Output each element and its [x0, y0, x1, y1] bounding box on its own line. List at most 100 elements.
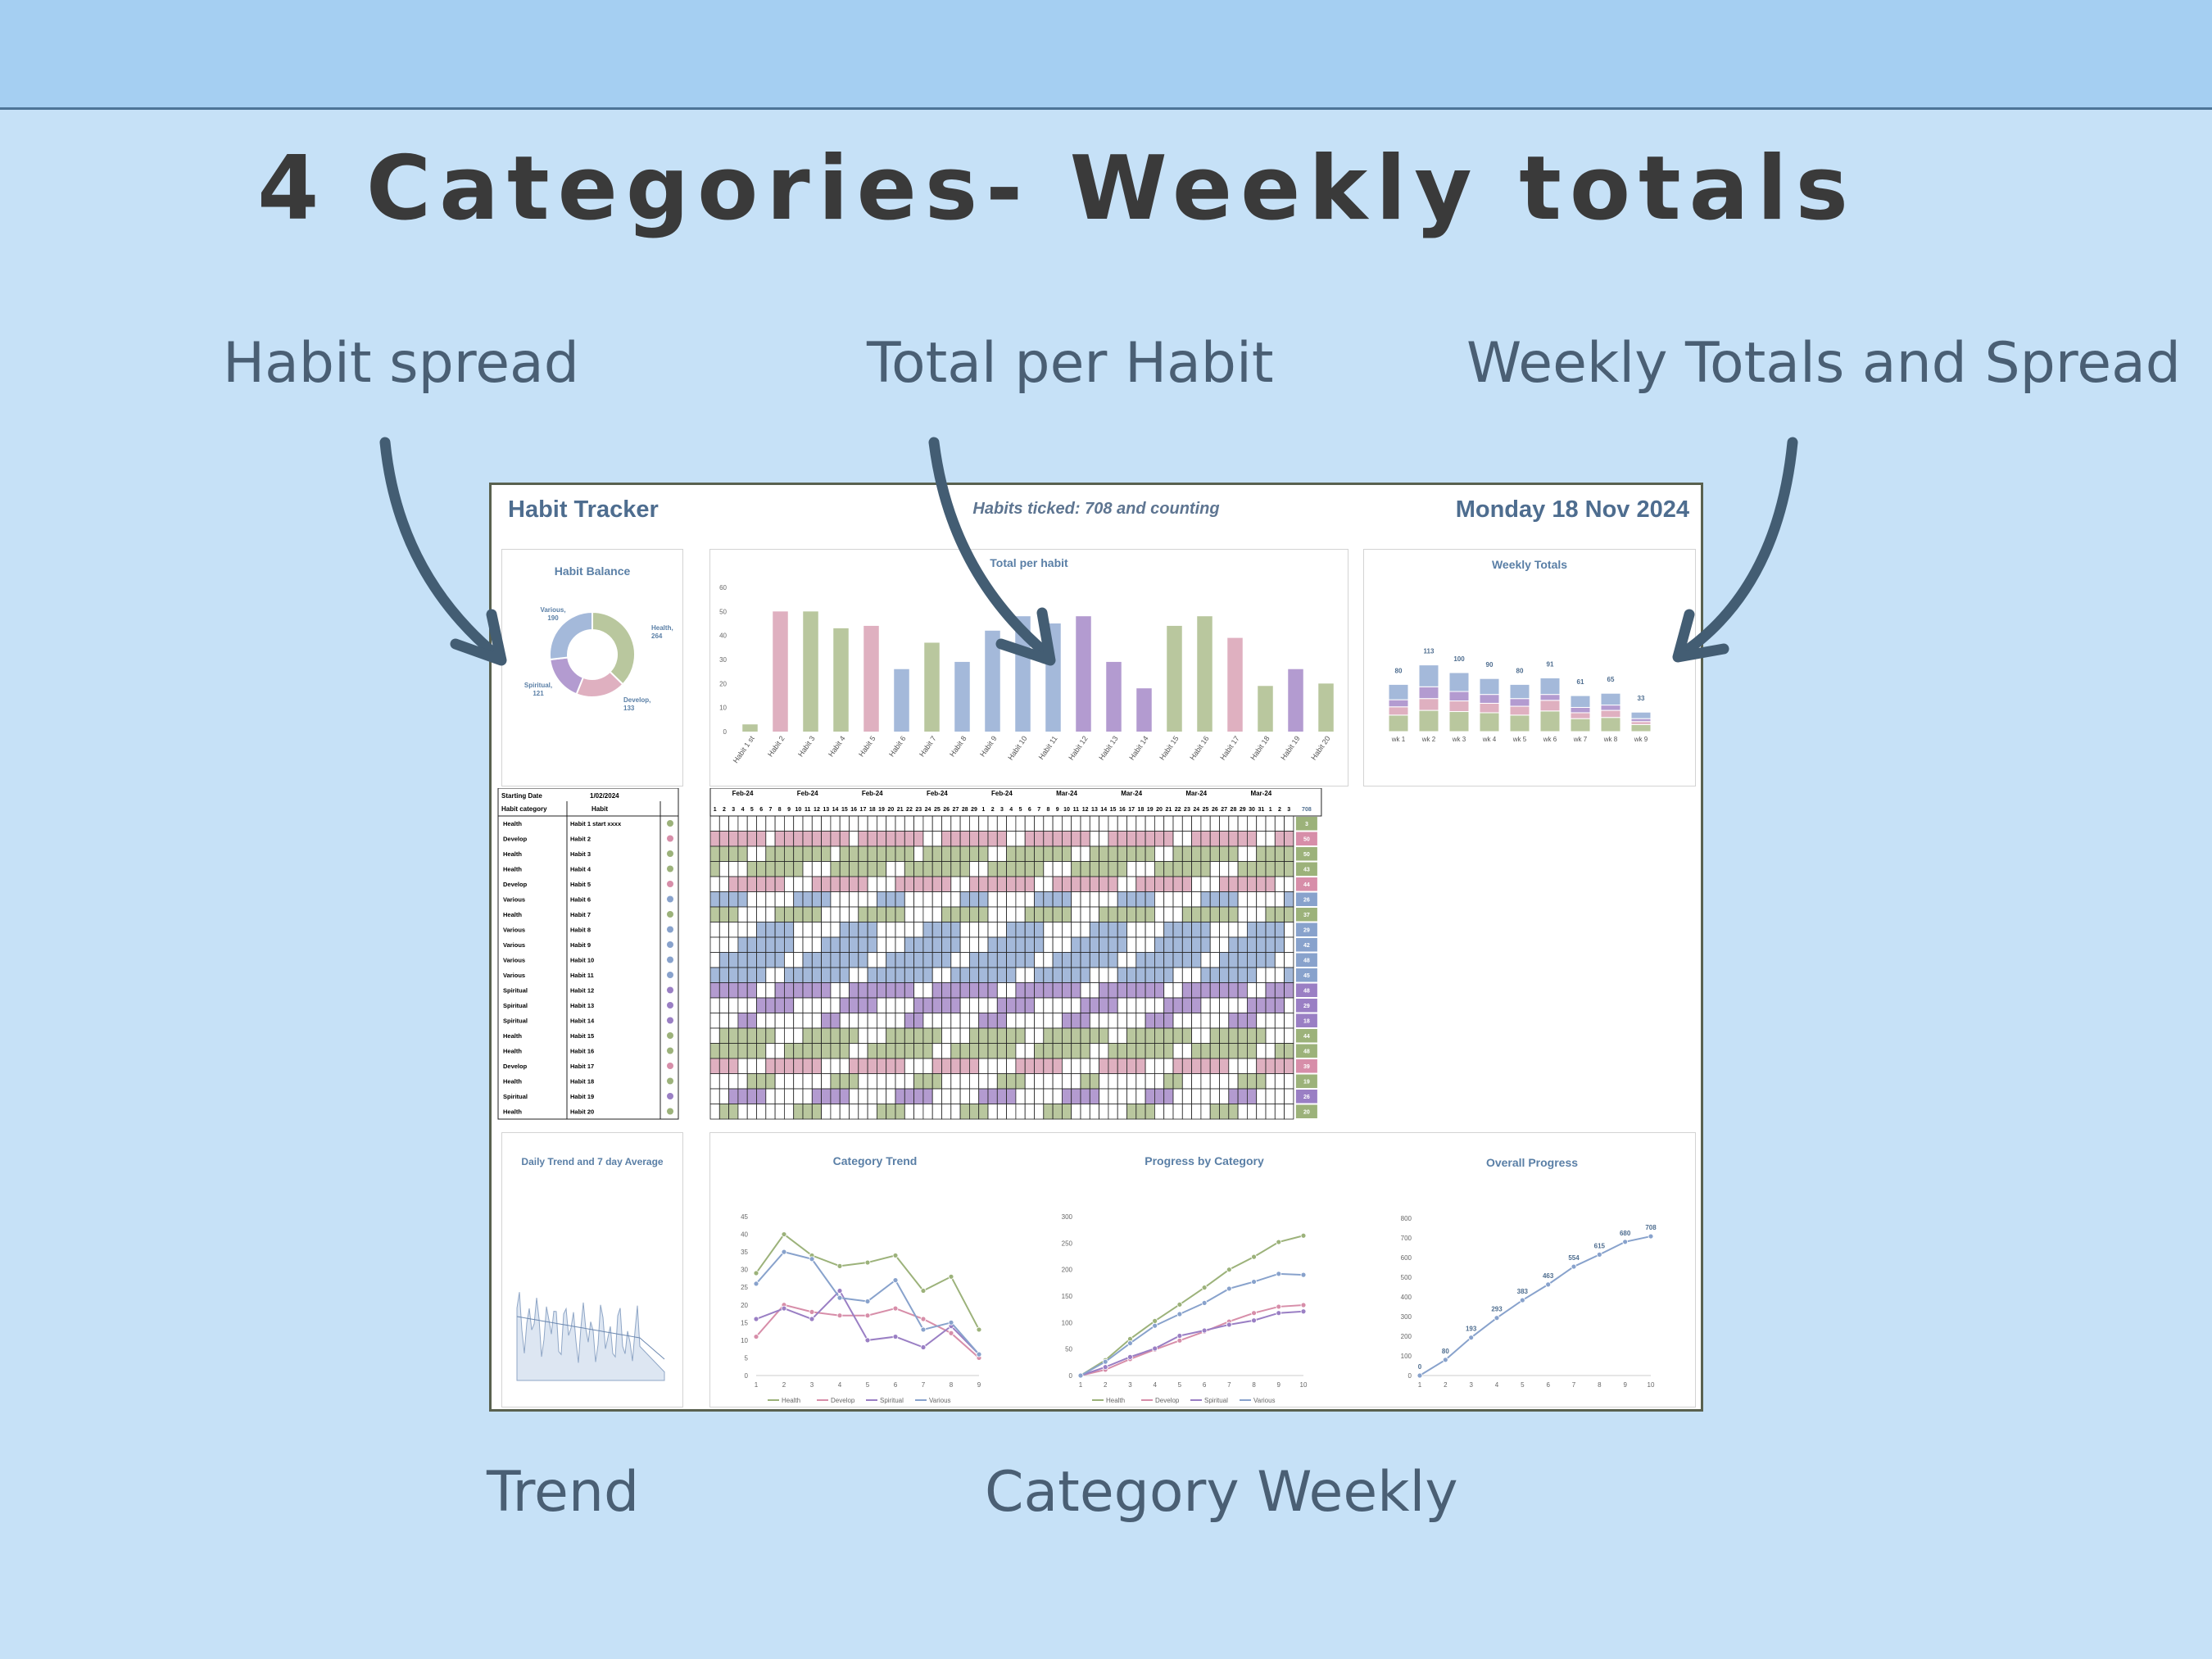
x-tick-label: 4 [838, 1381, 842, 1389]
weekly-x-label: wk 8 [1603, 736, 1618, 743]
series-line [1080, 1235, 1304, 1376]
month-label: Feb-24 [797, 790, 818, 797]
y-tick-label: 60 [719, 584, 727, 592]
habit-bar [773, 611, 788, 732]
habit-category-cell: Develop [503, 881, 528, 888]
day-number: 16 [850, 807, 857, 813]
headline: 4 Categories- Weekly totals [257, 138, 1856, 240]
habit-bar [742, 724, 758, 732]
series-point [1127, 1353, 1133, 1360]
habit-category-dot [667, 1002, 673, 1009]
habit-name-cell: Habit 17 [570, 1063, 594, 1070]
x-tick-label: 3 [1128, 1381, 1132, 1389]
habit-name-cell: Habit 16 [570, 1048, 594, 1055]
habit-total-label: 19 [1303, 1080, 1310, 1086]
habit-category-cell: Health [503, 1078, 522, 1086]
donut-label-line: 190 [547, 614, 559, 622]
habits-ticked-text: Habits ticked: 708 and counting [972, 500, 1220, 518]
day-number: 31 [1258, 807, 1264, 813]
habit-category-cell: Health [503, 1032, 522, 1040]
habit-name-cell: Habit 13 [570, 1002, 594, 1009]
x-tick-label: 3 [810, 1381, 814, 1389]
weekly-bar-segment [1539, 710, 1561, 732]
series-point [1442, 1357, 1448, 1363]
y-tick-label: 15 [741, 1319, 748, 1326]
habit-category-cell: Health [503, 1108, 522, 1116]
y-tick-label: 10 [719, 705, 727, 712]
caption-trend: Trend [487, 1460, 640, 1525]
day-number: 5 [1019, 807, 1022, 813]
point-label: 554 [1568, 1254, 1580, 1262]
series-point [1494, 1315, 1500, 1321]
weekly-bar-segment [1570, 695, 1591, 708]
y-tick-label: 500 [1401, 1274, 1412, 1281]
habit-category-dot [667, 972, 673, 978]
habit-bar [924, 642, 940, 732]
habit-total-cell [1295, 908, 1317, 922]
y-tick-label: 50 [719, 608, 727, 615]
x-tick-label: 1 [1418, 1381, 1422, 1389]
day-number: 3 [1287, 807, 1290, 813]
day-number: 19 [1147, 807, 1154, 813]
series-point [753, 1334, 759, 1339]
day-number: 20 [1156, 807, 1163, 813]
habit-bar [863, 625, 879, 732]
habit-total-cell [1295, 1090, 1317, 1104]
day-number: 11 [805, 807, 811, 813]
point-label: 0 [1418, 1363, 1422, 1371]
habit-category-cell: Various [503, 972, 525, 979]
series-point [1276, 1303, 1282, 1310]
daily-trend-title: Daily Trend and 7 day Average [521, 1156, 664, 1167]
habit-name-cell: Habit 5 [570, 881, 591, 888]
daily-trend-chart [516, 1292, 665, 1381]
series-point [1077, 1372, 1084, 1379]
series-point [892, 1334, 899, 1339]
habit-total-label: 18 [1303, 1019, 1310, 1025]
donut-label-line: 264 [651, 632, 663, 640]
habit-name-cell: Habit 7 [570, 911, 591, 918]
caption-weekly-totals: Weekly Totals and Spread [1466, 331, 2181, 396]
habit-category-dot [667, 895, 673, 903]
day-number: 2 [1278, 807, 1281, 813]
series-point [1468, 1335, 1475, 1341]
habit-total-label: 39 [1303, 1064, 1310, 1070]
habit-total-cell [1295, 877, 1317, 891]
habit-category-cell: Spiritual [503, 1018, 528, 1025]
y-tick-label: 0 [745, 1372, 749, 1380]
day-number: 15 [1110, 807, 1117, 813]
series-point [1622, 1239, 1629, 1245]
habit-name-cell: Habit 19 [570, 1093, 594, 1100]
x-tick-label: 8 [950, 1381, 954, 1389]
month-label: Feb-24 [732, 790, 754, 797]
series-point [948, 1319, 954, 1326]
series-point [864, 1337, 871, 1344]
habit-total-label: 26 [1303, 898, 1310, 904]
day-number: 9 [787, 807, 791, 813]
weekly-bar-segment [1509, 683, 1530, 700]
y-tick-label: 45 [741, 1213, 748, 1221]
habit-category-cell: Spiritual [503, 1093, 528, 1100]
y-tick-label: 0 [1408, 1372, 1412, 1380]
series-point [1176, 1311, 1183, 1317]
series-point [809, 1256, 815, 1262]
series-point [1176, 1301, 1183, 1308]
series-point [1648, 1233, 1654, 1240]
arrow-habit-spread-head [450, 609, 507, 666]
day-number: 6 [1028, 807, 1031, 813]
day-number: 29 [1240, 807, 1246, 813]
donut-label-line: Various, [540, 606, 565, 614]
habit-tracker-sheet: Habit Tracker Habits ticked: 708 and cou… [489, 483, 1703, 1412]
day-number: 10 [795, 807, 801, 813]
habit-bar [954, 661, 970, 732]
habit-category-dot [667, 1108, 673, 1115]
habit-bar [894, 669, 909, 732]
habit-total-label: 48 [1303, 989, 1310, 995]
habit-category-dot [667, 1047, 673, 1054]
day-number: 24 [925, 807, 931, 813]
total-per-habit-panel: Total per habit 0 10 20 30 40 50 60 Habit 1 st H… [709, 549, 1349, 786]
month-label: Feb-24 [862, 790, 883, 797]
day-number: 3 [1000, 807, 1004, 813]
legend-label: Spiritual [1204, 1397, 1228, 1404]
habit-total-cell [1295, 922, 1317, 936]
weekly-x-label: wk 2 [1421, 736, 1436, 743]
